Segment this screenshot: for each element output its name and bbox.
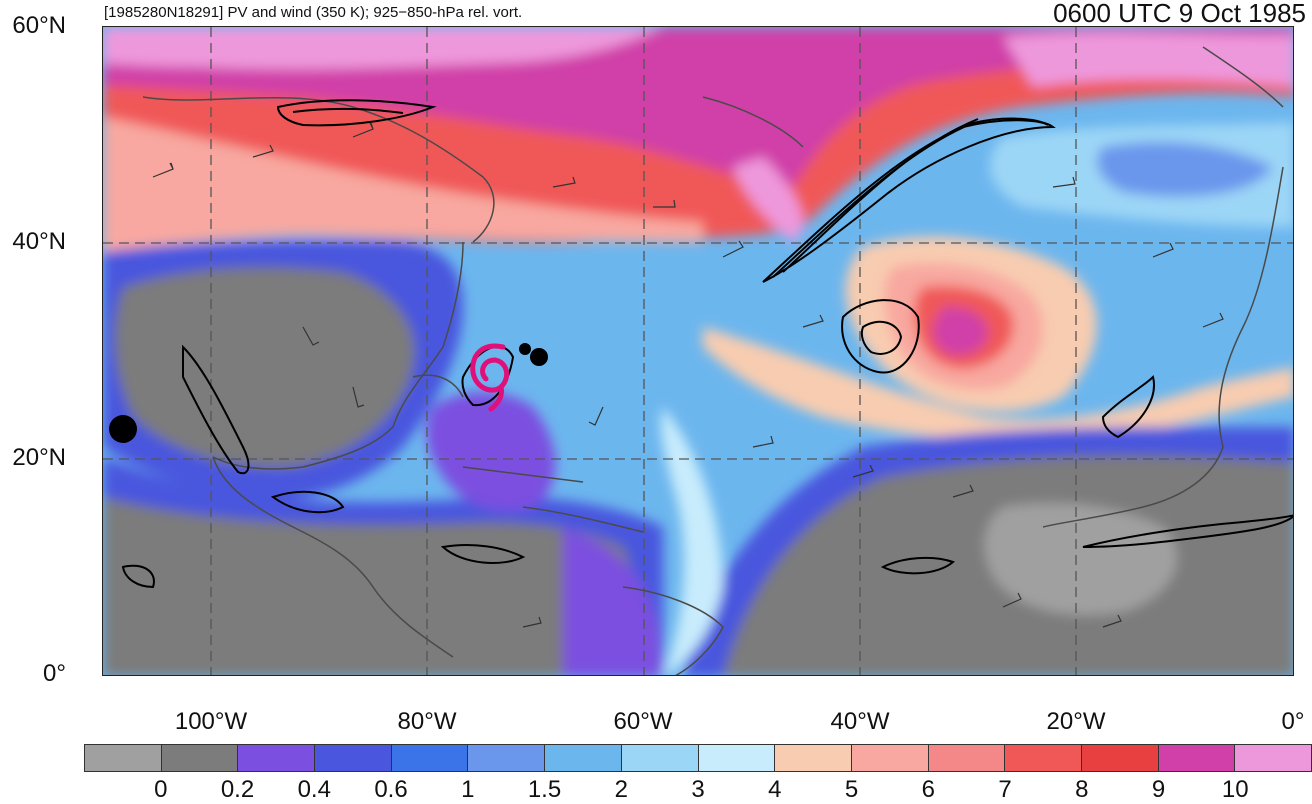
colorbar-tick-label: 0 (154, 776, 168, 803)
lon-label-0: 0° (1281, 708, 1305, 735)
colorbar-tick-label: 6 (921, 776, 935, 803)
map-canvas (103, 27, 1293, 675)
lon-label-100w: 100°W (174, 708, 248, 735)
figure-title: [1985280N18291] PV and wind (350 K); 925… (104, 4, 523, 21)
colorbar-swatch (391, 745, 469, 771)
colorbar-swatch (1235, 745, 1311, 771)
colorbar-tick-label: 0.6 (374, 776, 408, 803)
colorbar-tick-label: 1 (461, 776, 475, 803)
colorbar-swatch (1081, 745, 1159, 771)
colorbar-tick-label: 2 (614, 776, 628, 803)
colorbar-tick-label: 3 (691, 776, 705, 803)
pv-colorbar (84, 744, 1312, 772)
colorbar-tick-label: 4 (768, 776, 782, 803)
wind-barbs (152, 122, 1224, 628)
lon-label-40w: 40°W (830, 708, 890, 735)
colorbar-swatch (545, 745, 622, 771)
tropical-cyclone-symbol (470, 343, 510, 412)
colorbar-swatch (238, 745, 316, 771)
colorbar-swatch (698, 745, 776, 771)
colorbar-tick-label: 1.5 (527, 776, 562, 803)
colorbar-swatch (851, 745, 929, 771)
colorbar-tick-label: 10 (1221, 776, 1249, 803)
lat-label-0: 0° (43, 660, 66, 687)
lat-label-40n: 40°N (12, 228, 66, 255)
colorbar-swatch (1158, 745, 1236, 771)
coastlines (142, 46, 1284, 675)
vorticity-contours (121, 99, 1293, 589)
colorbar-swatch (315, 745, 392, 771)
pv-shaded-field (103, 27, 1293, 675)
lon-label-60w: 60°W (613, 708, 673, 735)
colorbar-tick-label: 9 (1151, 776, 1166, 803)
colorbar-swatch (468, 745, 546, 771)
lon-label-20w: 20°W (1046, 708, 1106, 735)
pv-wind-map (102, 26, 1294, 676)
colorbar-swatch (621, 745, 699, 771)
intense-vorticity-blobs (109, 343, 548, 443)
colorbar-tick-label: 7 (998, 776, 1012, 803)
valid-time-label: 0600 UTC 9 Oct 1985 (1053, 0, 1306, 28)
colorbar-swatch (161, 745, 239, 771)
colorbar-swatch (775, 745, 852, 771)
colorbar-tick-label: 8 (1075, 776, 1089, 803)
colorbar-swatch (85, 745, 162, 771)
lat-label-20n: 20°N (12, 444, 66, 471)
graticule-grid (103, 27, 1293, 675)
lat-label-60n: 60°N (12, 12, 66, 39)
colorbar-tick-label: 0.4 (297, 776, 331, 803)
colorbar-tick-label: 0.2 (220, 776, 255, 803)
colorbar-tick-label: 5 (844, 776, 859, 803)
colorbar-swatch (928, 745, 1006, 771)
lon-label-80w: 80°W (397, 708, 457, 735)
colorbar-swatch (1005, 745, 1082, 771)
